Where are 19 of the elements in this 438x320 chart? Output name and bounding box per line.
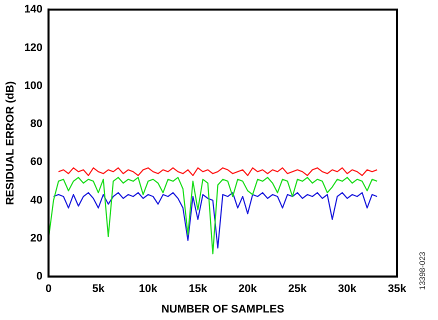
x-tick-label: 25k <box>288 283 308 296</box>
y-tick-label: 120 <box>24 42 43 54</box>
y-tick-label: 0 <box>36 270 43 283</box>
x-tick-label: 20k <box>238 283 258 296</box>
y-tick-label: 100 <box>24 80 43 92</box>
text: 13398-023 <box>418 252 427 290</box>
x-tick-label: 15k <box>188 283 208 296</box>
x-tick-label: 30k <box>338 283 358 296</box>
x-tick-label: 0 <box>45 283 52 296</box>
y-tick-label: 20 <box>30 232 43 244</box>
y-tick-label: 60 <box>30 156 43 168</box>
y-tick-label: 40 <box>30 194 43 206</box>
y-axis-title: RESIDUAL ERROR (dB) <box>4 80 17 206</box>
x-tick-label: 10k <box>138 283 158 296</box>
y-tick-label: 140 <box>24 4 43 16</box>
y-tick-label: 80 <box>30 118 43 130</box>
x-tick-label: 35k <box>388 283 408 296</box>
x-axis-title: NUMBER OF SAMPLES <box>161 303 284 316</box>
x-tick-label: 5k <box>92 283 106 296</box>
